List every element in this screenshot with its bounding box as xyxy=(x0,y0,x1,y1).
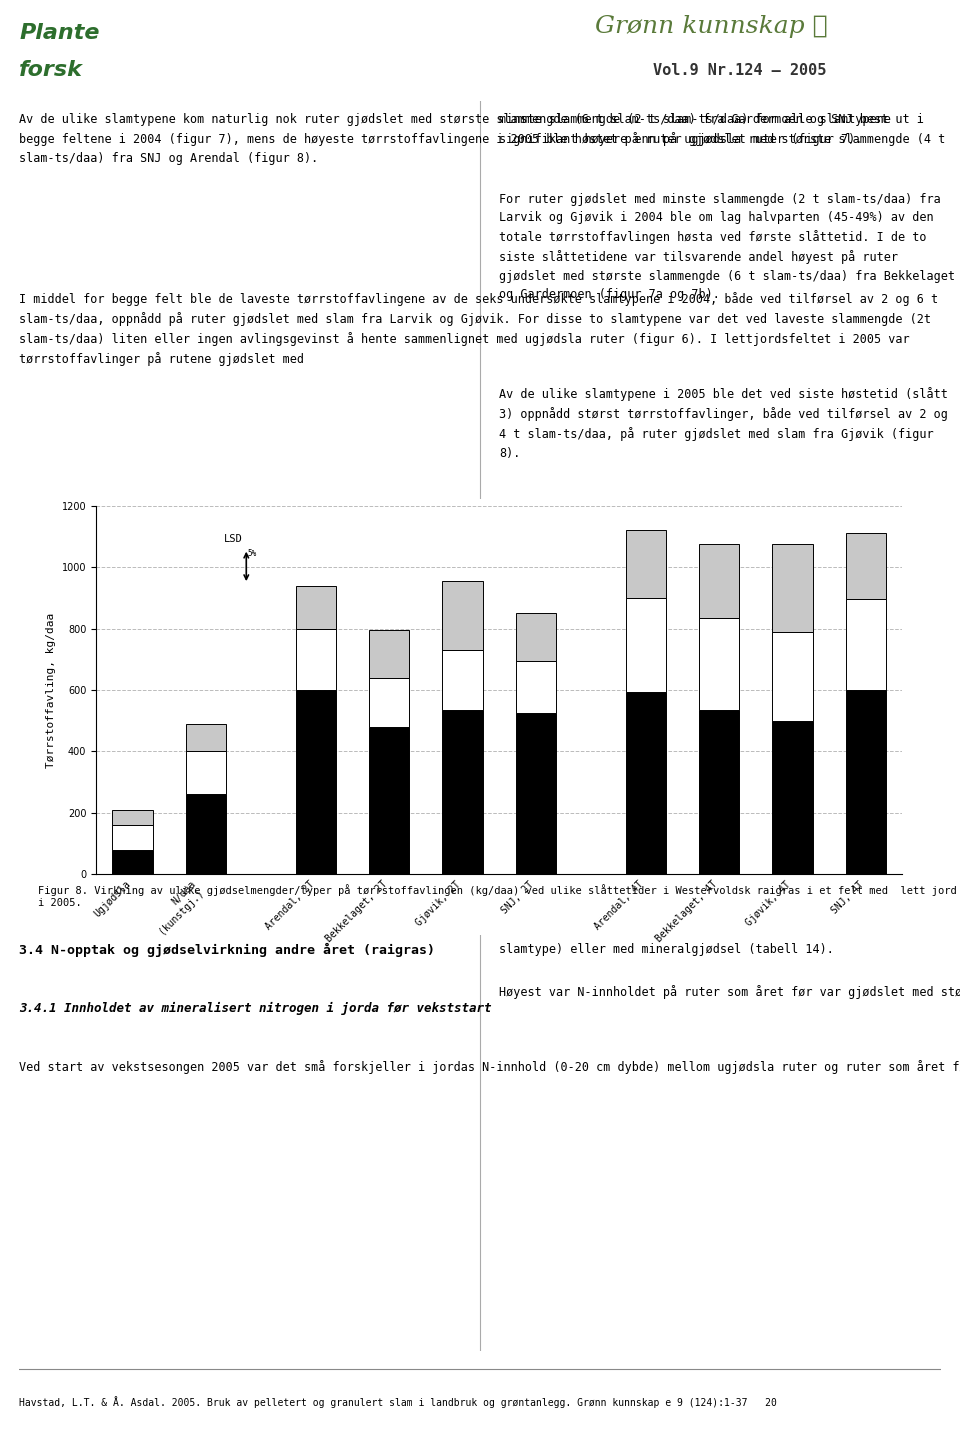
Text: minste slammengde (2 t slam-ts/daa) for alle slamtypene signifikant høyere enn p: minste slammengde (2 t slam-ts/daa) for … xyxy=(499,113,891,146)
Y-axis label: Tørrstoffavling, kg/daa: Tørrstoffavling, kg/daa xyxy=(46,613,56,767)
Text: 3.4 N-opptak og gjødselvirkning andre året (raigras): 3.4 N-opptak og gjødselvirkning andre år… xyxy=(19,944,435,958)
Bar xyxy=(699,709,739,874)
Text: Av de ulike slamtypene i 2005 ble det ved siste høstetid (slått 3) oppnådd størs: Av de ulike slamtypene i 2005 ble det ve… xyxy=(499,387,948,460)
Text: Ved start av vekstsesongen 2005 var det små forskjeller i jordas N-innhold (0-20: Ved start av vekstsesongen 2005 var det … xyxy=(19,1059,960,1074)
Bar xyxy=(772,631,812,721)
Bar xyxy=(369,678,409,727)
Text: Høyest var N-innholdet på ruter som året før var gjødslet med største mengde sla: Høyest var N-innholdet på ruter som året… xyxy=(499,985,960,998)
Bar xyxy=(296,629,336,691)
Text: Havstad, L.T. & Å. Asdal. 2005. Bruk av pelletert og granulert slam i landbruk o: Havstad, L.T. & Å. Asdal. 2005. Bruk av … xyxy=(19,1396,777,1407)
Text: forsk: forsk xyxy=(19,61,84,81)
Text: Figur 8. Virkning av ulike gjødselmengder/typer på tørrstoffavlingen (kg/daa) ve: Figur 8. Virkning av ulike gjødselmengde… xyxy=(38,884,957,907)
Text: 5%: 5% xyxy=(248,549,257,558)
Text: Av de ulike slamtypene kom naturlig nok ruter gjødslet med største slammengde (6: Av de ulike slamtypene kom naturlig nok … xyxy=(19,113,946,165)
Bar xyxy=(443,581,483,650)
Bar xyxy=(846,600,886,691)
Bar xyxy=(699,618,739,709)
Bar xyxy=(369,630,409,678)
Bar xyxy=(443,650,483,709)
Bar xyxy=(772,545,812,631)
Bar xyxy=(186,795,227,874)
Text: slamtype) eller med mineralgjødsel (tabell 14).: slamtype) eller med mineralgjødsel (tabe… xyxy=(499,944,834,957)
Bar xyxy=(112,825,153,850)
Bar xyxy=(626,530,666,598)
Bar xyxy=(112,809,153,825)
Bar xyxy=(626,692,666,874)
Bar xyxy=(443,709,483,874)
Text: For ruter gjødslet med minste slammengde (2 t slam-ts/daa) fra Larvik og Gjøvik : For ruter gjødslet med minste slammengde… xyxy=(499,192,955,301)
Bar xyxy=(699,545,739,618)
Bar xyxy=(186,724,227,751)
Bar xyxy=(112,850,153,874)
Bar xyxy=(186,751,227,795)
Bar xyxy=(296,691,336,874)
Bar xyxy=(516,712,556,874)
Text: Grønn kunnskap ⓔ: Grønn kunnskap ⓔ xyxy=(595,14,828,38)
Bar xyxy=(846,691,886,874)
Text: LSD: LSD xyxy=(224,535,243,545)
Bar xyxy=(296,585,336,629)
Text: I middel for begge felt ble de laveste tørrstoffavlingene av de seks undersøkte : I middel for begge felt ble de laveste t… xyxy=(19,292,938,366)
Text: Vol.9 Nr.124 – 2005: Vol.9 Nr.124 – 2005 xyxy=(653,64,827,78)
Bar xyxy=(626,598,666,692)
Text: 3.4.1 Innholdet av mineralisert nitrogen i jorda før vekststart: 3.4.1 Innholdet av mineralisert nitrogen… xyxy=(19,1001,492,1014)
Text: Plante: Plante xyxy=(19,23,100,43)
Bar xyxy=(846,533,886,600)
Bar xyxy=(516,660,556,712)
Bar xyxy=(516,613,556,660)
Bar xyxy=(772,721,812,874)
Bar xyxy=(369,727,409,874)
